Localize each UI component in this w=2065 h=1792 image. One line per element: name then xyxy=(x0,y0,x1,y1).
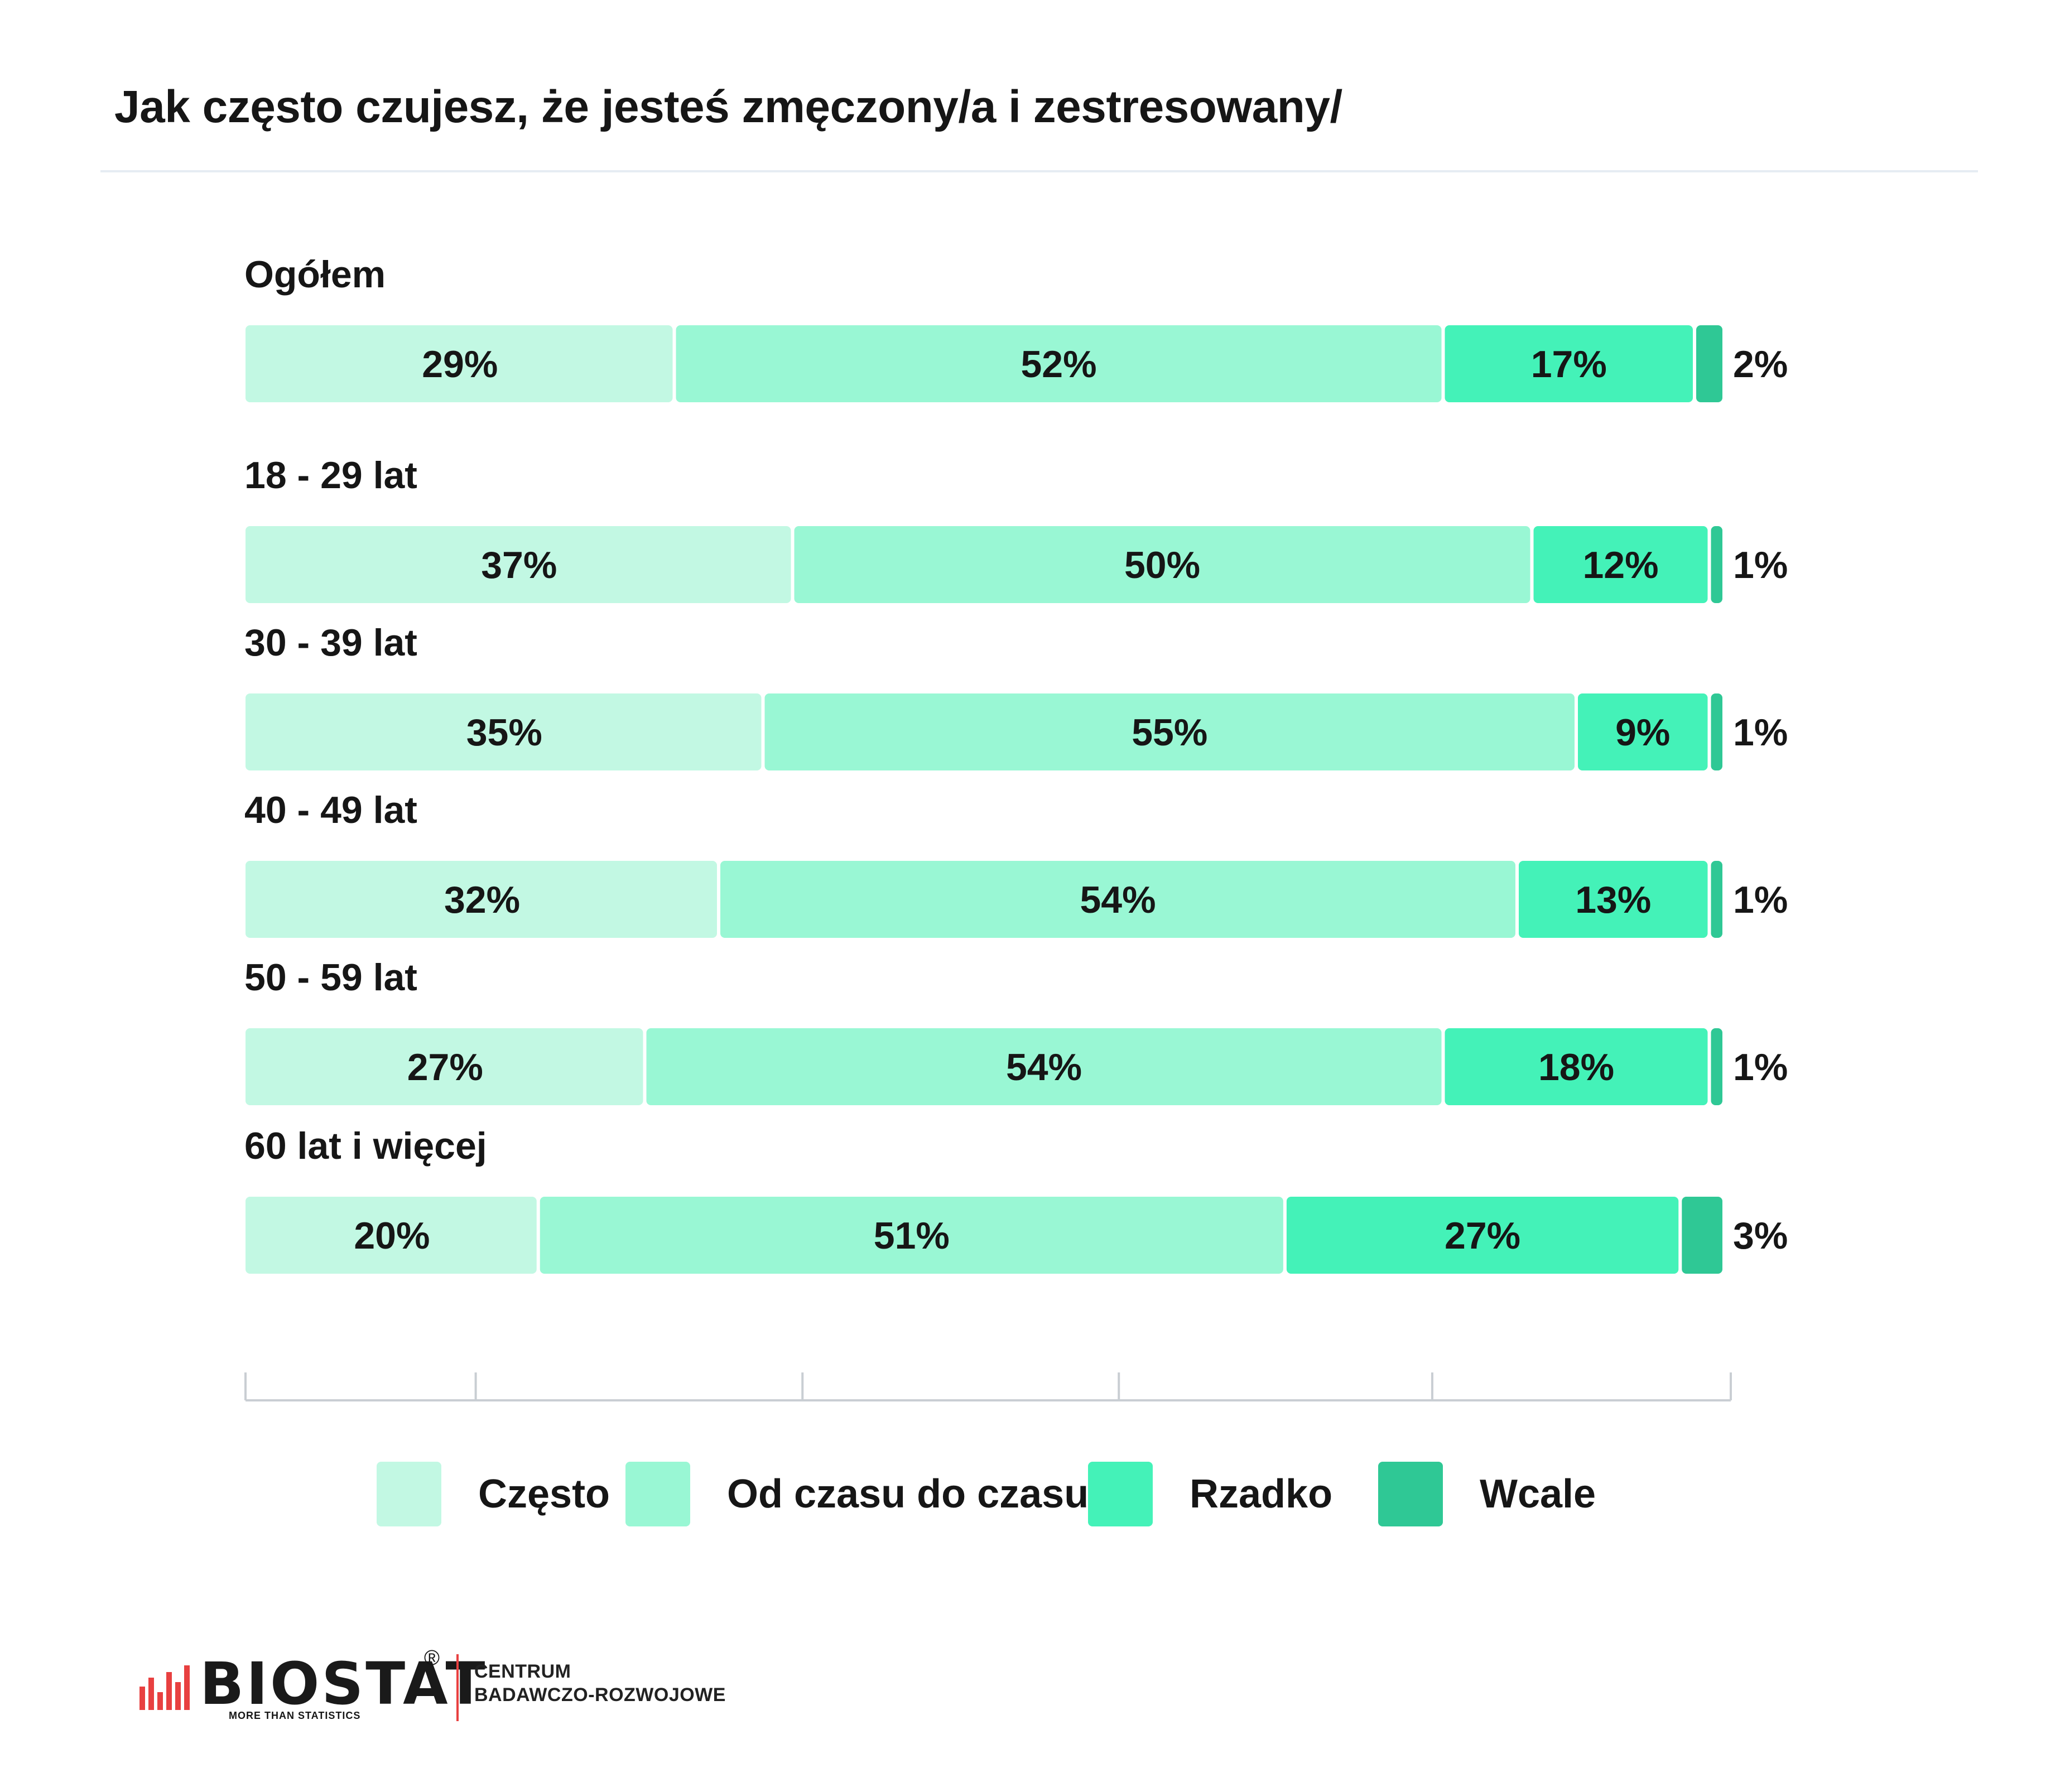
bar-segment-rzadko xyxy=(1286,1197,1679,1274)
data-label: 54% xyxy=(1006,1046,1082,1088)
data-label: 32% xyxy=(444,879,520,921)
data-label: 52% xyxy=(1021,343,1096,386)
legend-item-rzadko: Rzadko xyxy=(1088,1462,1332,1526)
bar-segment-wcale xyxy=(1711,693,1722,770)
data-label: 1% xyxy=(1733,711,1788,754)
data-label: 29% xyxy=(422,343,498,386)
data-label: 35% xyxy=(466,711,542,754)
bar-segment-od-czasu xyxy=(540,1197,1283,1274)
bar-segment-od-czasu xyxy=(676,325,1442,402)
legend-swatch-od-czasu xyxy=(625,1462,690,1526)
data-label: 55% xyxy=(1132,711,1207,754)
data-label: 27% xyxy=(1445,1215,1520,1257)
bar-segment-od-czasu xyxy=(794,526,1530,603)
logo-divider xyxy=(456,1654,459,1721)
chart-legend: Często Od czasu do czasu Rzadko Wcale xyxy=(0,1462,2065,1529)
page-title: Jak często czujesz, że jesteś zmęczony/a… xyxy=(114,81,1342,132)
legend-item-od-czasu: Od czasu do czasu xyxy=(625,1462,1089,1526)
stacked-bar-chart: Ogółem 29% 52% 17% 2% 18 - 29 lat 37% 50% 12% 1% 3… xyxy=(244,253,1788,1401)
data-label: 9% xyxy=(1615,711,1670,754)
category-label: Ogółem xyxy=(244,253,386,296)
bar-segment-czesto xyxy=(246,1028,643,1105)
bar-segment-wcale xyxy=(1711,526,1722,603)
data-label: 51% xyxy=(874,1215,950,1257)
bar-segment-czesto xyxy=(246,693,762,770)
category-label: 50 - 59 lat xyxy=(244,956,417,999)
category-label: 40 - 49 lat xyxy=(244,789,417,831)
data-label: 1% xyxy=(1733,879,1788,921)
bar-segment-od-czasu xyxy=(646,1028,1442,1105)
bar-segment-od-czasu xyxy=(764,693,1575,770)
logo-bars-icon xyxy=(139,1665,190,1710)
bar-segment-wcale xyxy=(1711,861,1722,938)
legend-swatch-czesto xyxy=(377,1462,441,1526)
title-divider xyxy=(100,170,1978,172)
category-label: 60 lat i więcej xyxy=(244,1125,487,1167)
logo-wordmark: BIOSTAT xyxy=(200,1650,488,1718)
legend-label-czesto: Często xyxy=(478,1472,610,1516)
data-label: 2% xyxy=(1733,343,1788,386)
bar-segment-czesto xyxy=(246,861,717,938)
bar-segment-wcale xyxy=(1696,325,1722,402)
legend-swatch-rzadko xyxy=(1088,1462,1153,1526)
logo-registered-mark: ® xyxy=(424,1646,440,1670)
logo-subtitle-line2: BADAWCZO-ROZWOJOWE xyxy=(474,1684,726,1706)
data-label: 12% xyxy=(1582,544,1658,586)
legend-swatch-wcale xyxy=(1378,1462,1443,1526)
bar-segment-czesto xyxy=(246,1197,537,1274)
bar-segment-rzadko xyxy=(1578,693,1708,770)
category-label: 18 - 29 lat xyxy=(244,454,417,497)
bar-segment-wcale xyxy=(1682,1197,1722,1274)
data-label: 1% xyxy=(1733,544,1788,586)
category-label: 30 - 39 lat xyxy=(244,622,417,664)
data-label: 27% xyxy=(407,1046,483,1088)
data-label: 18% xyxy=(1538,1046,1614,1088)
bar-segment-rzadko xyxy=(1445,1028,1708,1105)
legend-item-czesto: Często xyxy=(377,1462,610,1526)
bar-segment-czesto xyxy=(246,526,791,603)
legend-label-wcale: Wcale xyxy=(1480,1472,1596,1516)
legend-label-od-czasu: Od czasu do czasu xyxy=(727,1472,1089,1516)
bar-segment-rzadko xyxy=(1533,526,1708,603)
bar-segment-czesto xyxy=(246,325,673,402)
data-label: 13% xyxy=(1575,879,1651,921)
bar-segment-od-czasu xyxy=(720,861,1515,938)
biostat-logo: BIOSTAT ® MORE THAN STATISTICS CENTRUM B… xyxy=(139,1646,781,1727)
legend-item-wcale: Wcale xyxy=(1378,1462,1596,1526)
logo-tagline: MORE THAN STATISTICS xyxy=(229,1710,361,1721)
data-label: 37% xyxy=(481,544,557,586)
legend-label-rzadko: Rzadko xyxy=(1190,1472,1333,1516)
bar-segment-wcale xyxy=(1711,1028,1722,1105)
data-label: 17% xyxy=(1531,343,1607,386)
data-label: 3% xyxy=(1733,1215,1788,1257)
data-label: 50% xyxy=(1124,544,1200,586)
bar-segment-rzadko xyxy=(1519,861,1708,938)
data-label: 20% xyxy=(354,1215,430,1257)
logo-subtitle-line1: CENTRUM xyxy=(474,1661,571,1682)
data-label: 1% xyxy=(1733,1046,1788,1088)
data-label: 54% xyxy=(1080,879,1156,921)
bar-segment-rzadko xyxy=(1445,325,1693,402)
